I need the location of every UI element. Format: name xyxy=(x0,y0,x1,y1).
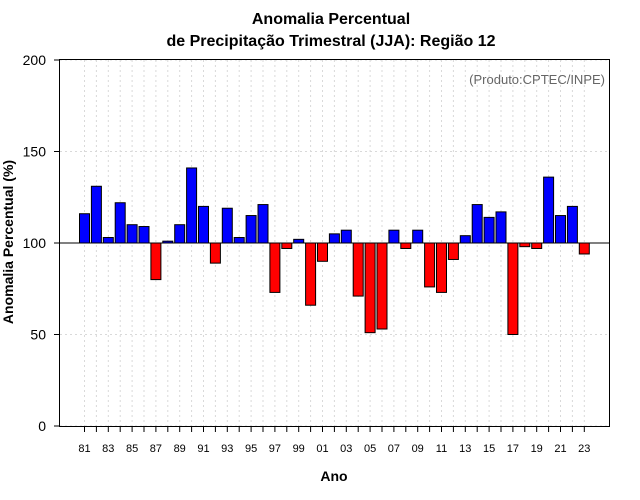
bar-83 xyxy=(102,237,114,244)
bar-96 xyxy=(257,204,269,244)
chart-title-line1: Anomalia Percentual xyxy=(252,11,410,28)
bar-03 xyxy=(340,229,352,244)
bar-06 xyxy=(376,242,388,330)
bar-20 xyxy=(543,176,555,244)
bar-05 xyxy=(364,242,376,334)
bar-14 xyxy=(471,204,483,244)
bar-21 xyxy=(555,215,566,244)
bars xyxy=(79,167,590,335)
y-tick-label: 100 xyxy=(23,235,47,251)
bar-86 xyxy=(138,226,150,244)
bar-18 xyxy=(519,242,531,248)
y-tick-label: 200 xyxy=(23,52,47,68)
x-tick-label: 03 xyxy=(340,443,352,455)
grid xyxy=(60,59,610,427)
x-tick-label: 87 xyxy=(150,443,162,455)
bar-97 xyxy=(269,242,281,293)
credit-text: (Produto:CPTEC/INPE) xyxy=(469,72,605,87)
y-tick-label: 0 xyxy=(38,418,46,434)
bar-85 xyxy=(126,224,138,244)
bar-99 xyxy=(293,238,305,244)
x-tick-label: 17 xyxy=(507,443,519,455)
bar-01 xyxy=(317,242,328,262)
bar-07 xyxy=(388,229,400,244)
bar-17 xyxy=(507,242,519,335)
y-tick-label: 150 xyxy=(23,144,47,160)
x-tick-label: 83 xyxy=(102,443,114,455)
x-tick-label: 91 xyxy=(197,443,209,455)
x-tick-label: 15 xyxy=(483,443,495,455)
chart-title-line2: de Precipitação Trimestral (JJA): Região… xyxy=(166,33,495,50)
x-tick-label: 97 xyxy=(269,443,281,455)
bar-15 xyxy=(483,216,495,244)
x-tick-label: 95 xyxy=(245,443,257,455)
x-tick-label: 23 xyxy=(578,443,590,455)
x-tick-label: 05 xyxy=(364,443,376,455)
x-tick-label: 13 xyxy=(459,443,471,455)
bar-08 xyxy=(400,242,412,249)
y-axis: 0 50 100 150 200 xyxy=(23,52,60,434)
bar-12 xyxy=(447,242,459,260)
bar-23 xyxy=(578,242,590,255)
x-tick-label: 85 xyxy=(126,443,138,455)
bar-11 xyxy=(436,242,447,293)
bar-98 xyxy=(281,242,293,249)
x-tick-label: 81 xyxy=(78,443,90,455)
y-tick-label: 50 xyxy=(30,327,46,343)
bar-22 xyxy=(566,205,578,244)
x-tick-label: 19 xyxy=(531,443,543,455)
y-axis-title: Anomalia Percentual (%) xyxy=(0,160,16,324)
bar-92 xyxy=(209,242,221,264)
bar-95 xyxy=(245,215,257,244)
bar-13 xyxy=(459,235,471,244)
bar-02 xyxy=(328,233,340,244)
bar-19 xyxy=(531,242,543,249)
x-tick-label: 89 xyxy=(174,443,186,455)
bar-89 xyxy=(174,224,186,244)
bar-16 xyxy=(495,211,507,244)
bar-81 xyxy=(79,213,90,244)
bar-00 xyxy=(305,242,317,306)
bar-82 xyxy=(90,185,102,244)
x-tick-label: 11 xyxy=(436,443,447,455)
bar-04 xyxy=(352,242,364,297)
bar-09 xyxy=(412,229,424,244)
x-tick-label: 21 xyxy=(554,443,566,455)
bar-10 xyxy=(424,242,436,288)
bar-94 xyxy=(233,237,245,244)
x-tick-label: 01 xyxy=(316,443,328,455)
bar-93 xyxy=(221,207,233,244)
bar-84 xyxy=(114,202,126,244)
x-tick-label: 93 xyxy=(221,443,233,455)
bar-90 xyxy=(186,167,198,244)
x-axis-title: Ano xyxy=(320,468,347,484)
x-tick-label: 09 xyxy=(412,443,424,455)
x-tick-label: 99 xyxy=(293,443,305,455)
bar-87 xyxy=(150,242,162,281)
x-axis: 81 83 85 87 89 91 93 95 97 99 01 03 05 07 09 11 13 15 17 19… xyxy=(78,426,590,455)
x-tick-label: 07 xyxy=(388,443,400,455)
bar-91 xyxy=(198,205,209,244)
